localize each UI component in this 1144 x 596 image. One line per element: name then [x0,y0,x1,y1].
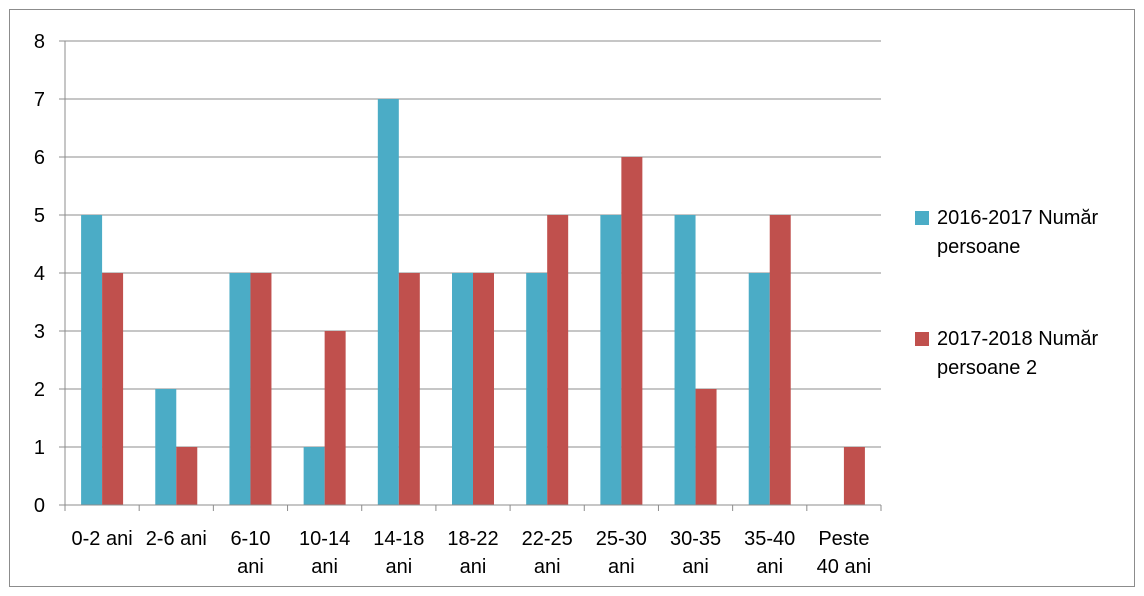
x-tick-labels: 0-2 ani 2-6 ani 6-10 ani 10-14 ani 14-18 ani 18-… [72,528,872,578]
x-tick-label: 40 ani [817,556,872,578]
x-tick-label: ani [756,556,783,578]
y-tick-label: 8 [34,31,45,53]
bar-1-6 [526,273,548,505]
y-tick-label: 5 [34,205,45,227]
bars [81,99,865,505]
bar-2-2 [250,273,272,505]
x-tick-label: ani [608,556,635,578]
y-tick-label: 0 [34,495,45,517]
x-tick-label: 2-6 ani [146,528,207,550]
bar-1-3 [303,447,325,505]
legend-swatch-series-2 [915,332,929,346]
x-tick-label: 35-40 [744,528,795,550]
y-tick-label: 3 [34,321,45,343]
bar-1-4 [377,99,399,505]
x-tick-label: 22-25 [522,528,573,550]
bar-1-0 [81,215,103,505]
y-tick-label: 4 [34,263,45,285]
bar-2-5 [473,273,494,505]
bar-1-7 [600,215,622,505]
y-tick-label: 1 [34,437,45,459]
x-tick-label: 0-2 ani [72,528,133,550]
bar-2-4 [398,273,420,505]
bar-2-7 [621,157,643,505]
legend-label-series-1: 2016-2017 Număr persoane [937,207,1099,258]
x-tick-label: 14-18 [373,528,424,550]
x-tick-label: 30-35 [670,528,721,550]
bar-1-2 [229,273,251,505]
bar-2-3 [324,331,346,505]
bar-2-0 [102,273,124,505]
x-tick-label: ani [682,556,709,578]
x-tick-label: 18-22 [447,528,498,550]
legend-swatch-series-1 [915,211,929,225]
bar-1-9 [748,273,770,505]
gridlines [65,40,881,448]
bar-2-6 [547,215,569,505]
x-tick-label: ani [534,556,561,578]
x-tick-label: 6-10 [230,528,270,550]
bar-2-8 [695,389,717,505]
y-tick-labels: 0 1 2 3 4 5 6 7 8 [34,31,45,517]
x-tick-label: 10-14 [299,528,350,550]
x-tick-label: ani [460,556,487,578]
bar-2-9 [769,215,791,505]
x-tick-label: ani [311,556,338,578]
bar-2-10 [843,447,865,505]
bar-1-5 [452,273,473,505]
bar-1-8 [674,215,696,505]
bar-1-1 [155,389,177,505]
bar-2-1 [176,447,198,505]
x-tick-label: Peste [818,528,869,550]
y-tick-label: 6 [34,147,45,169]
axes [59,40,882,511]
legend-label-series-2: 2017-2018 Număr persoane 2 [937,328,1099,379]
x-tick-label: 25-30 [596,528,647,550]
y-tick-label: 7 [34,89,45,111]
x-tick-label: ani [237,556,264,578]
x-tick-label: ani [385,556,412,578]
y-tick-label: 2 [34,379,45,401]
